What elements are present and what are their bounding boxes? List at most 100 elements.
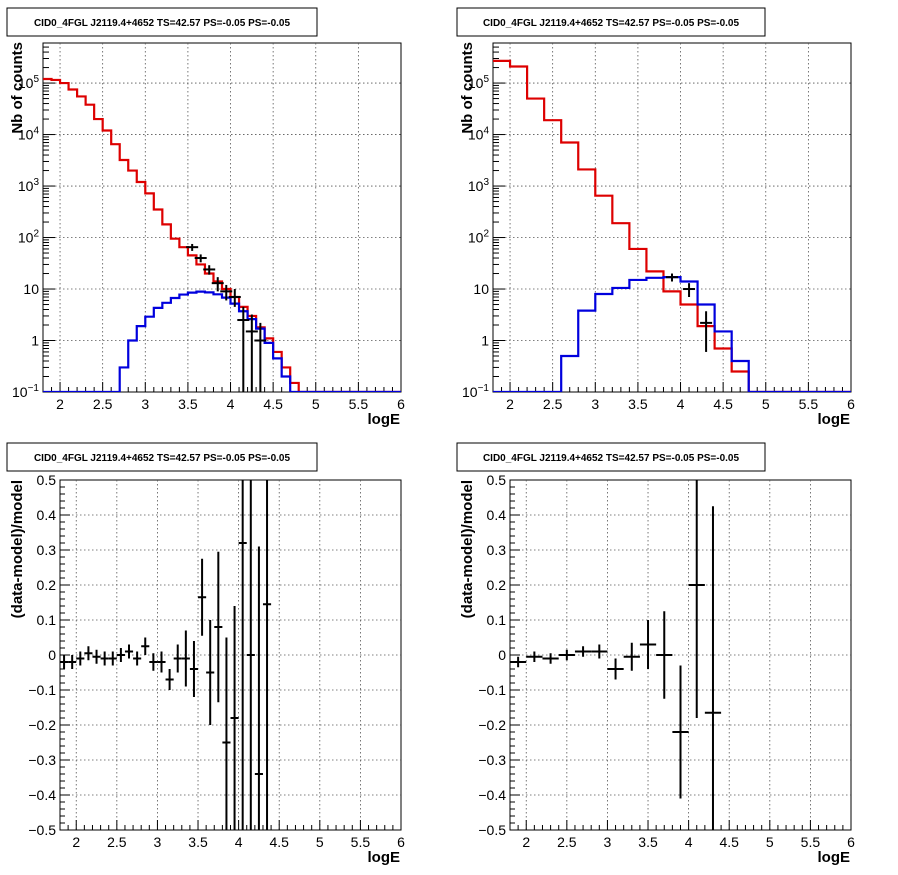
- y-tick-label: 0: [48, 647, 56, 663]
- data-point: [76, 651, 85, 666]
- data-point: [203, 265, 216, 275]
- residual-right-panel: CID0_4FGL J2119.4+4652 TS=42.57 PS=-0.05…: [456, 442, 855, 866]
- data-point: [591, 644, 608, 659]
- y-tick-label: −0.4: [28, 787, 56, 803]
- data-point: [211, 277, 224, 292]
- panel-title-box: [456, 7, 766, 37]
- x-tick-label: 2.5: [543, 396, 563, 412]
- y-tick-label: 0.5: [37, 472, 57, 488]
- x-tick-label: 2: [506, 396, 514, 412]
- x-tick-label: 4.5: [719, 834, 739, 850]
- data-point: [149, 653, 158, 671]
- total-model-histogram: [43, 77, 401, 392]
- x-tick-label: 3.5: [638, 834, 658, 850]
- data-point: [688, 480, 705, 718]
- y-tick-label: 0.3: [37, 542, 57, 558]
- data-layer: [493, 59, 851, 392]
- x-tick-label: 5.5: [799, 396, 819, 412]
- source-model-histogram: [43, 290, 401, 392]
- x-axis-label: logE: [818, 411, 851, 428]
- x-tick-label: 2.5: [557, 834, 577, 850]
- data-point: [237, 306, 250, 392]
- data-point: [133, 651, 142, 666]
- panel-title-box: [456, 442, 766, 472]
- x-tick-label: 5: [762, 396, 770, 412]
- y-axis-label: Nb of counts: [459, 42, 476, 134]
- y-tick-label: −0.5: [28, 822, 56, 838]
- counts-right-plot-area: 2 2.5 3 3.5 4 4.5 5 5.5 6 10−1 1 10 102 103 104 105: [462, 42, 855, 412]
- y-tick-label: 104: [18, 126, 40, 143]
- x-tick-label: 6: [397, 396, 405, 412]
- data-layer: [60, 480, 272, 830]
- y-tick-label: −0.1: [478, 682, 506, 698]
- y-tick-label: 104: [468, 126, 490, 143]
- x-tick-label: 5.5: [349, 396, 369, 412]
- y-tick-label: −0.4: [478, 787, 506, 803]
- x-axis-label: logE: [818, 849, 851, 866]
- x-tick-label: 4: [685, 834, 693, 850]
- x-tick-label: 3.5: [188, 834, 208, 850]
- y-tick-label: −0.1: [28, 682, 56, 698]
- panel-title: CID0_4FGL J2119.4+4652 TS=42.57 PS=-0.05…: [483, 18, 740, 29]
- x-tick-label: 4: [677, 396, 685, 412]
- y-tick-label: 10: [473, 281, 489, 297]
- data-point: [246, 480, 255, 830]
- y-axis-label: (data-model)/model: [9, 480, 26, 618]
- x-tick-label: 4.5: [713, 396, 733, 412]
- data-point: [84, 646, 93, 661]
- x-tick-label: 3: [141, 396, 149, 412]
- x-tick-label: 6: [847, 396, 855, 412]
- panel-title: CID0_4FGL J2119.4+4652 TS=42.57 PS=-0.05…: [34, 18, 291, 29]
- data-point: [510, 656, 527, 668]
- y-tick-label: 0: [498, 647, 506, 663]
- y-tick-label: 105: [18, 74, 40, 91]
- y-tick-label: 103: [18, 177, 40, 194]
- residual-right-plot-area: 2 2.5 3 3.5 4 4.5 5 5.5 6 −0.5 −0.4 −0.3 −0.2 −0.1 0 0.…: [478, 472, 855, 850]
- data-point: [186, 243, 199, 251]
- x-tick-label: 3: [604, 834, 612, 850]
- x-tick-label: 5: [312, 396, 320, 412]
- panel-title: CID0_4FGL J2119.4+4652 TS=42.57 PS=-0.05…: [34, 453, 291, 464]
- data-point: [683, 283, 696, 297]
- data-point: [141, 637, 150, 655]
- data-point: [157, 651, 166, 673]
- x-tick-label: 2: [72, 834, 80, 850]
- panel-title: CID0_4FGL J2119.4+4652 TS=42.57 PS=-0.05…: [483, 453, 740, 464]
- x-tick-label: 6: [847, 834, 855, 850]
- x-tick-label: 4: [235, 834, 243, 850]
- data-point: [198, 558, 207, 636]
- counts-left-plot-area: 2 2.5 3 3.5 4 4.5 5 5.5 6 10−1 1 10 102 103 104 105: [12, 42, 405, 412]
- data-point: [100, 651, 109, 666]
- x-tick-label: 6: [397, 834, 405, 850]
- data-point: [526, 651, 543, 662]
- y-tick-label: 0.2: [487, 577, 507, 593]
- x-tick-label: 3.5: [628, 396, 648, 412]
- residual-left-panel: CID0_4FGL J2119.4+4652 TS=42.57 PS=-0.05…: [6, 442, 405, 866]
- x-tick-label: 3.5: [178, 396, 198, 412]
- x-tick-label: 3: [154, 834, 162, 850]
- data-point: [220, 284, 233, 301]
- data-point: [574, 646, 592, 657]
- data-point: [245, 314, 258, 392]
- data-point: [254, 322, 267, 392]
- data-point: [228, 289, 241, 307]
- data-point: [124, 644, 134, 659]
- panel-title-box: [6, 7, 318, 37]
- residual-left-plot-area: 2 2.5 3 3.5 4 4.5 5 5.5 6 −0.5 −0.4 −0.3 −0.2 −0.1 0 0.…: [28, 472, 405, 850]
- y-tick-label: 105: [468, 74, 490, 91]
- x-tick-label: 5.5: [351, 834, 371, 850]
- data-layer: [510, 480, 722, 830]
- data-point: [214, 551, 223, 703]
- data-layer: [43, 77, 401, 392]
- y-tick-label: 1: [481, 333, 489, 349]
- data-point: [700, 311, 713, 352]
- data-point: [623, 642, 640, 671]
- data-point: [173, 644, 182, 673]
- data-point: [672, 665, 689, 799]
- y-tick-label: −0.2: [478, 717, 506, 733]
- data-point: [206, 620, 215, 725]
- data-point: [558, 649, 575, 661]
- data-point: [262, 480, 272, 830]
- counts-left-panel: CID0_4FGL J2119.4+4652 TS=42.57 PS=-0.05…: [6, 7, 405, 428]
- plot-frame: [42, 42, 402, 393]
